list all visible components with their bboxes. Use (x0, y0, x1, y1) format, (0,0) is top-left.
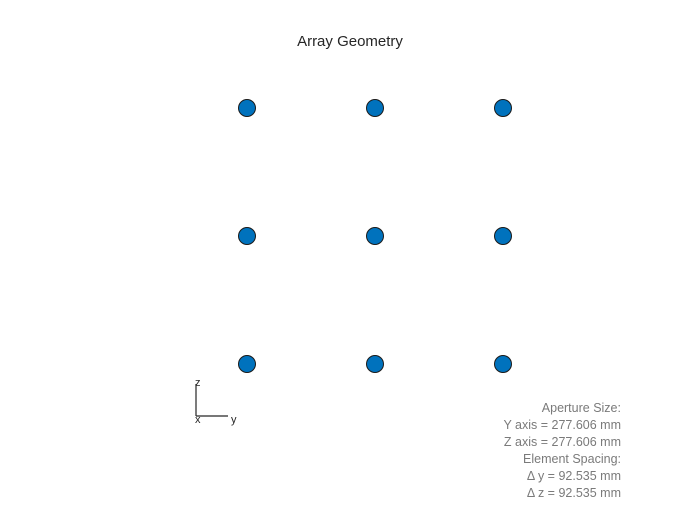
array-element (366, 99, 384, 117)
y-axis-label: y (231, 414, 237, 426)
array-elements (238, 99, 512, 373)
aperture-heading: Aperture Size: (541, 401, 621, 415)
array-element (238, 99, 256, 117)
array-info-panel: Aperture Size: Y axis = 277.606 mm Z axi… (503, 400, 621, 502)
array-element (494, 355, 512, 373)
spacing-heading: Element Spacing: (523, 452, 621, 466)
orientation-axes: z x y (195, 377, 237, 426)
chart-title: Array Geometry (297, 33, 403, 50)
x-axis-label: x (195, 414, 201, 426)
aperture-z: Z axis = 277.606 mm (503, 435, 621, 449)
array-element (366, 355, 384, 373)
array-element (238, 355, 256, 373)
z-axis-label: z (195, 377, 201, 389)
spacing-z: Δ z = 92.535 mm (526, 486, 621, 500)
array-element (494, 99, 512, 117)
array-element (238, 227, 256, 245)
array-element (366, 227, 384, 245)
aperture-y: Y axis = 277.606 mm (503, 418, 621, 432)
spacing-y: Δ y = 92.535 mm (526, 469, 621, 483)
array-element (494, 227, 512, 245)
